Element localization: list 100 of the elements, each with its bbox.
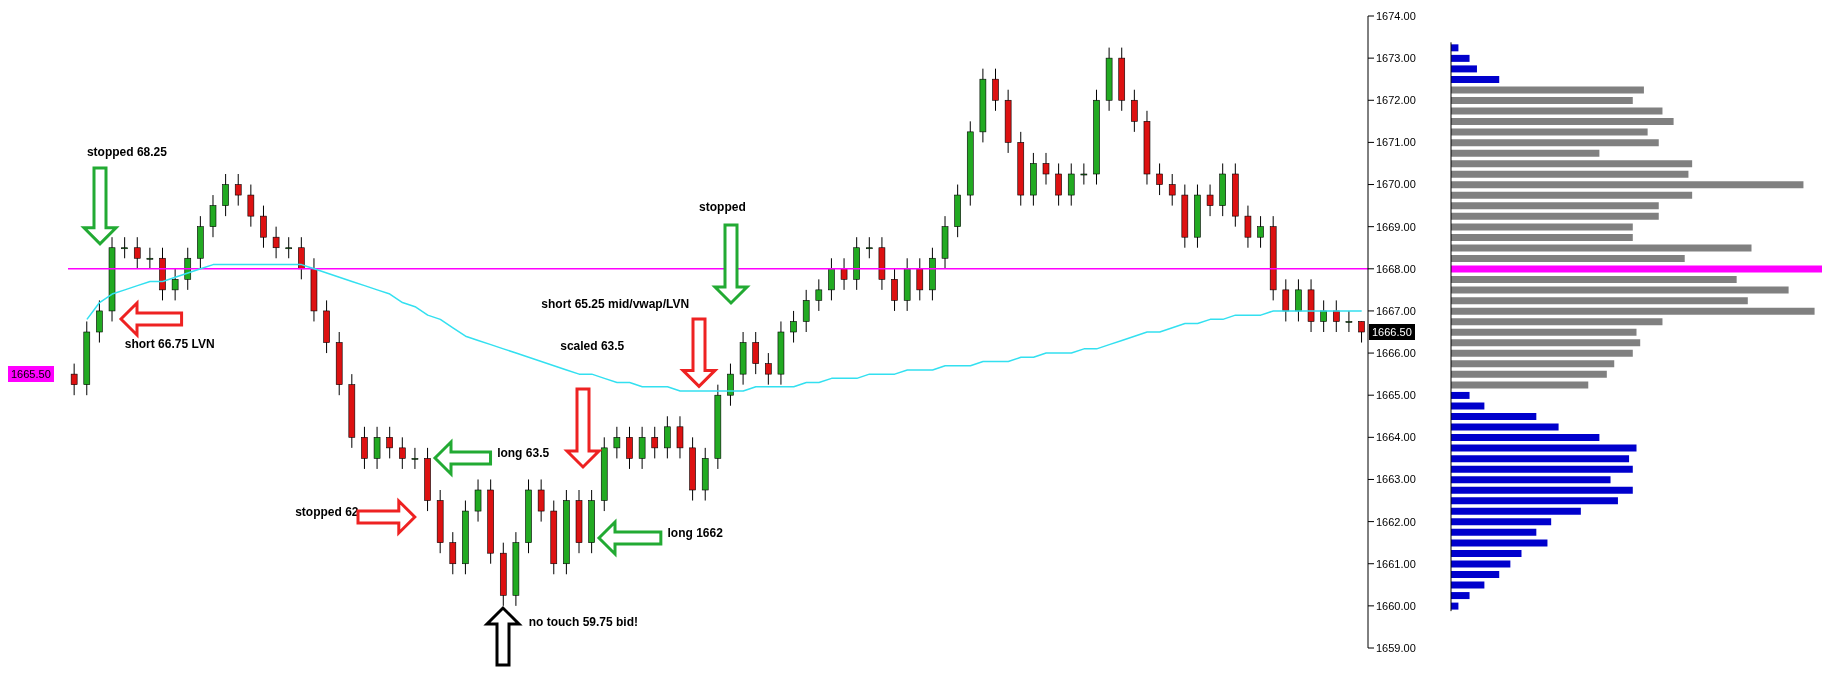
bar (1451, 423, 1559, 431)
bar (1451, 592, 1470, 600)
annotation: short 65.25 mid/vwap/LVN (541, 296, 690, 311)
bar (1451, 560, 1511, 568)
candlestick (828, 257, 835, 301)
bar (1451, 233, 1633, 241)
bar (1451, 455, 1630, 463)
bar (1451, 370, 1607, 378)
candlestick (1282, 278, 1290, 322)
bar (1451, 255, 1685, 262)
bar (1451, 465, 1633, 473)
y-tick-label: 1659.00 (1376, 641, 1416, 654)
candlestick (222, 173, 229, 217)
candlestick (146, 247, 154, 270)
bar (1451, 191, 1693, 199)
candlestick (373, 426, 381, 470)
candlestick (1206, 184, 1214, 217)
annotation: no touch 59.75 bid! (528, 614, 639, 629)
bar (1451, 170, 1689, 178)
bar (1451, 549, 1522, 557)
bar (1451, 318, 1663, 326)
candlestick (386, 426, 393, 459)
candlestick (613, 426, 621, 459)
y-tick-label: 1674.00 (1376, 9, 1416, 22)
candlestick (537, 478, 545, 523)
candlestick (664, 415, 671, 459)
bar (1451, 149, 1600, 157)
bar (1451, 139, 1659, 147)
candlestick (916, 257, 924, 301)
annotation: short 66.75 LVN (124, 336, 215, 351)
candlestick (209, 194, 217, 238)
bar (1451, 539, 1548, 547)
bar (1451, 434, 1600, 442)
candlestick (1320, 299, 1327, 333)
candlestick (1358, 320, 1365, 344)
annotation: long 63.5 (497, 446, 550, 461)
candlestick (298, 236, 305, 280)
y-tick-label: 1668.00 (1376, 262, 1416, 275)
candlestick (651, 426, 659, 459)
candlestick (171, 268, 179, 301)
bar (1451, 181, 1804, 189)
bar (1451, 476, 1611, 484)
candlestick (399, 436, 406, 470)
annotation: scaled 63.5 (560, 338, 625, 353)
candlestick (752, 331, 760, 375)
bar (1451, 244, 1752, 252)
bar (1451, 202, 1659, 210)
candlestick (992, 68, 999, 112)
candlestick (626, 426, 633, 470)
candlestick (1055, 162, 1062, 207)
candlestick (866, 236, 873, 259)
candlestick (1080, 162, 1088, 186)
candlestick (121, 236, 128, 259)
bar (1451, 118, 1674, 126)
bar (1451, 581, 1485, 589)
candlestick (1295, 278, 1302, 322)
candlestick (449, 531, 457, 575)
bar (1451, 413, 1537, 420)
candlestick (790, 310, 797, 344)
y-tick-label: 1672.00 (1376, 94, 1416, 107)
bar (1451, 265, 1822, 273)
bar (1451, 497, 1618, 505)
candlestick (638, 426, 646, 470)
candlestick (272, 226, 280, 259)
bar (1451, 518, 1552, 526)
candlestick (474, 478, 482, 523)
bar (1451, 297, 1748, 305)
bar (1451, 381, 1589, 389)
bar (1451, 349, 1633, 357)
bar (1451, 65, 1477, 73)
candlestick (1067, 162, 1075, 207)
bar (1451, 402, 1485, 410)
y-tick-label: 1671.00 (1376, 136, 1416, 149)
candlestick (802, 289, 810, 333)
candlestick (1345, 310, 1353, 333)
bar (1451, 128, 1648, 136)
candlestick (1257, 215, 1264, 249)
bar (1451, 160, 1693, 168)
candlestick (727, 363, 734, 407)
candlestick (361, 426, 368, 470)
bar (1451, 307, 1815, 315)
annotation: stopped 68.25 (86, 144, 167, 159)
text: 1665.50 (8, 366, 54, 383)
bar (1451, 444, 1637, 452)
bar (1451, 276, 1737, 284)
candlestick (1042, 152, 1050, 186)
candlestick (234, 173, 242, 207)
candlestick (247, 184, 255, 228)
bar (1451, 328, 1637, 336)
candlestick (285, 236, 293, 259)
y-tick-label: 1661.00 (1376, 557, 1416, 570)
y-tick-label: 1666.00 (1376, 346, 1416, 359)
bar (1451, 391, 1470, 399)
annotation: stopped (699, 199, 746, 214)
bar (1451, 286, 1789, 294)
bar (1451, 107, 1663, 115)
bar (1451, 54, 1470, 62)
candlestick (1156, 162, 1163, 196)
annotation: long 1662 (667, 526, 723, 541)
y-tick-label: 1670.00 (1376, 178, 1416, 191)
